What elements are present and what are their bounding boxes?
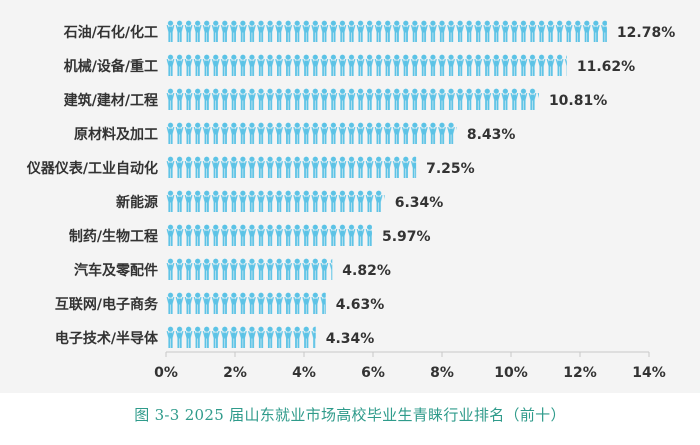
category-label: 制药/生物工程 (69, 228, 158, 245)
bar-row (166, 54, 567, 78)
x-tick-label: 8% (430, 365, 454, 381)
category-label: 电子技术/半导体 (55, 330, 159, 347)
category-label: 建筑/建材/工程 (64, 92, 158, 109)
bar-8 (166, 258, 333, 282)
bar-row (166, 326, 316, 350)
bar-row (166, 122, 457, 146)
bar-6 (166, 190, 385, 214)
value-label: 10.81% (549, 93, 607, 109)
value-label: 5.97% (382, 229, 431, 245)
value-label: 7.25% (426, 161, 475, 177)
category-label: 石油/石化/化工 (63, 24, 158, 41)
bar-row (166, 292, 326, 316)
value-label: 4.63% (336, 297, 385, 313)
category-label: 原材料及加工 (74, 126, 158, 143)
x-tick-label: 10% (494, 365, 528, 381)
value-label: 4.82% (342, 263, 391, 279)
x-tick-label: 12% (563, 365, 597, 381)
value-label: 11.62% (577, 59, 635, 75)
bar-2 (166, 54, 567, 78)
bar-chart: 石油/石化/化工 12.78% 机械/设备/重工 11.62% 建筑/建材/工程 10.8… (26, 20, 675, 381)
bar-7 (166, 224, 372, 248)
x-tick-label: 6% (361, 365, 385, 381)
value-label: 6.34% (395, 195, 444, 211)
bar-10 (166, 326, 316, 350)
bar-row (166, 224, 372, 248)
bar-row (166, 190, 385, 214)
category-label: 互联网/电子商务 (55, 296, 159, 313)
bar-row (166, 156, 417, 180)
bar-4 (166, 122, 457, 146)
category-label: 仪器仪表/工业自动化 (26, 160, 158, 177)
bar-row (166, 20, 607, 44)
value-label: 12.78% (617, 25, 675, 41)
category-label: 汽车及零配件 (74, 262, 158, 279)
plot-area: 石油/石化/化工 12.78% 机械/设备/重工 11.62% 建筑/建材/工程 10.8… (0, 0, 700, 393)
x-tick-label: 4% (292, 365, 316, 381)
bar-row (166, 88, 539, 112)
bar-row (166, 258, 333, 282)
figure-caption: 图 3-3 2025 届山东就业市场高校毕业生青睐行业排名（前十） (134, 406, 566, 424)
bar-1 (166, 20, 607, 44)
bar-9 (166, 292, 326, 316)
x-tick-label: 14% (632, 365, 666, 381)
bar-3 (166, 88, 539, 112)
bar-5 (166, 156, 417, 180)
x-tick-label: 2% (223, 365, 247, 381)
value-label: 4.34% (326, 331, 375, 347)
category-label: 机械/设备/重工 (64, 58, 158, 75)
value-label: 8.43% (467, 127, 516, 143)
x-tick-label: 0% (154, 365, 178, 381)
category-label: 新能源 (116, 194, 158, 211)
